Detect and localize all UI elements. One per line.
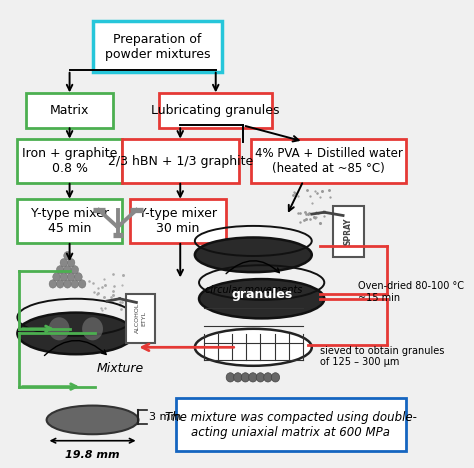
Circle shape — [64, 266, 71, 274]
Ellipse shape — [195, 329, 312, 366]
Circle shape — [67, 258, 75, 267]
Text: 2/3 hBN + 1/3 graphite: 2/3 hBN + 1/3 graphite — [108, 154, 253, 168]
Circle shape — [271, 373, 280, 382]
Text: 4% PVA + Distilled water
(heated at ~85 °C): 4% PVA + Distilled water (heated at ~85 … — [255, 147, 402, 175]
Circle shape — [78, 280, 86, 288]
Circle shape — [264, 373, 272, 382]
Circle shape — [64, 251, 71, 260]
Text: Lubricating granules: Lubricating granules — [152, 104, 280, 117]
FancyBboxPatch shape — [122, 139, 239, 183]
Circle shape — [60, 273, 68, 281]
Circle shape — [53, 273, 60, 281]
FancyBboxPatch shape — [26, 93, 113, 128]
Text: Preparation of
powder mixtures: Preparation of powder mixtures — [105, 33, 210, 61]
Circle shape — [256, 373, 264, 382]
Circle shape — [234, 373, 242, 382]
FancyBboxPatch shape — [18, 139, 122, 183]
Text: SPRAY: SPRAY — [344, 218, 353, 245]
FancyBboxPatch shape — [18, 199, 122, 243]
Text: Oven-dried 80-100 °C
~15 min: Oven-dried 80-100 °C ~15 min — [358, 281, 464, 303]
Ellipse shape — [199, 279, 324, 318]
Text: Iron + graphite
0.8 %: Iron + graphite 0.8 % — [22, 147, 117, 175]
FancyBboxPatch shape — [92, 21, 222, 72]
FancyBboxPatch shape — [159, 93, 272, 128]
Ellipse shape — [195, 237, 312, 272]
Ellipse shape — [18, 313, 134, 354]
FancyBboxPatch shape — [251, 139, 406, 183]
Circle shape — [241, 373, 249, 382]
FancyBboxPatch shape — [176, 398, 406, 451]
FancyBboxPatch shape — [130, 199, 226, 243]
Circle shape — [82, 317, 103, 340]
Circle shape — [64, 280, 71, 288]
FancyBboxPatch shape — [333, 206, 364, 257]
Text: ALCOHOL
ETYL: ALCOHOL ETYL — [135, 303, 146, 333]
Circle shape — [67, 273, 75, 281]
Text: The mixture was compacted using double-
acting uniaxial matrix at 600 MPa: The mixture was compacted using double- … — [165, 411, 417, 439]
Text: Mixture: Mixture — [97, 362, 144, 375]
Circle shape — [56, 280, 64, 288]
Text: 19.8 mm: 19.8 mm — [65, 450, 120, 460]
Circle shape — [249, 373, 257, 382]
Text: sieved to obtain granules
of 125 – 300 μm: sieved to obtain granules of 125 – 300 μ… — [320, 346, 445, 367]
Text: Matrix: Matrix — [50, 104, 89, 117]
Circle shape — [60, 258, 68, 267]
Circle shape — [49, 280, 56, 288]
Text: 3 mm: 3 mm — [149, 412, 181, 422]
Circle shape — [56, 266, 64, 274]
Circle shape — [71, 266, 79, 274]
Text: Y-type mixer
30 min: Y-type mixer 30 min — [139, 207, 217, 235]
Circle shape — [226, 373, 235, 382]
Circle shape — [75, 273, 82, 281]
Circle shape — [71, 280, 79, 288]
Circle shape — [49, 317, 70, 340]
Ellipse shape — [46, 406, 138, 434]
Text: granules: granules — [231, 288, 292, 300]
Text: Y-type mixer
45 min: Y-type mixer 45 min — [31, 207, 109, 235]
Text: circular movements: circular movements — [205, 285, 302, 295]
FancyBboxPatch shape — [126, 294, 155, 343]
